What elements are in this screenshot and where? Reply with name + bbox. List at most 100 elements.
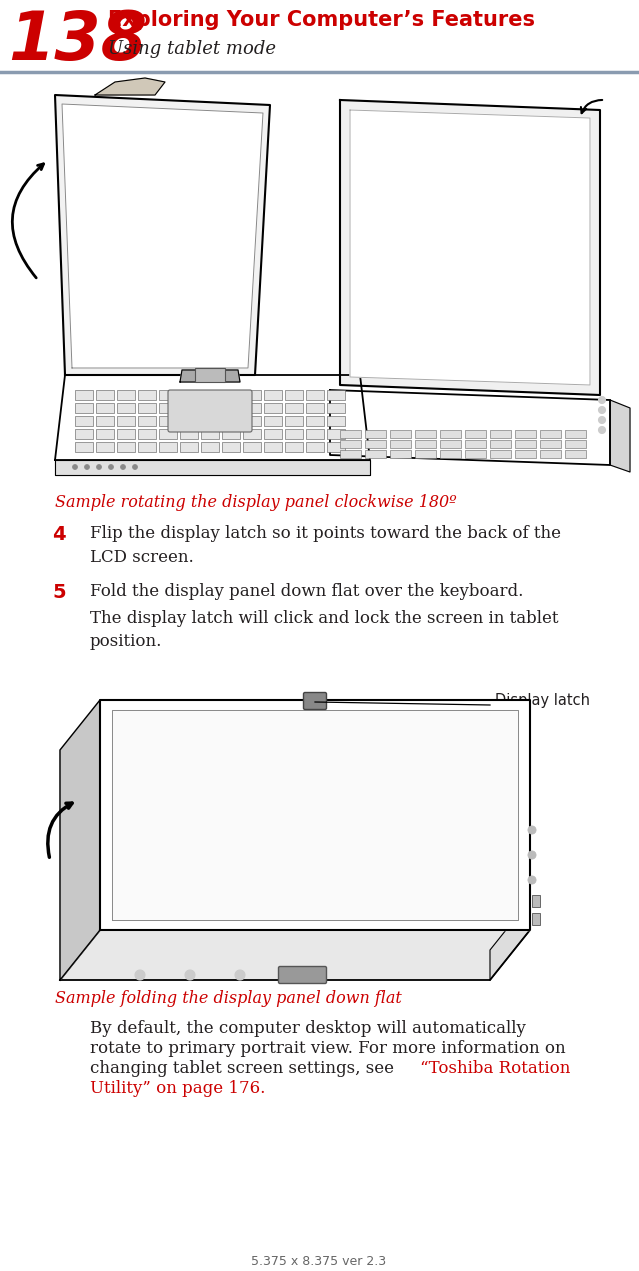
Bar [117,403,135,413]
Polygon shape [415,430,436,438]
Polygon shape [540,440,561,447]
Text: Using tablet mode: Using tablet mode [108,39,276,58]
Circle shape [599,397,606,403]
Circle shape [109,464,114,469]
Bar [117,442,135,452]
Bar [285,403,303,413]
Bar [138,442,156,452]
Polygon shape [180,370,240,383]
Bar [532,913,540,925]
Text: 138: 138 [8,8,147,74]
FancyBboxPatch shape [279,966,327,984]
Polygon shape [515,450,536,458]
Text: Exploring Your Computer’s Features: Exploring Your Computer’s Features [108,10,535,31]
Bar [222,390,240,400]
Bar [75,442,93,452]
Text: Flip the display latch so it points toward the back of the
LCD screen.: Flip the display latch so it points towa… [90,525,561,566]
Bar [117,430,135,438]
Polygon shape [55,460,370,475]
Bar [306,442,324,452]
Bar [327,390,345,400]
Bar [180,403,198,413]
Bar [222,403,240,413]
Text: Sample rotating the display panel clockwise 180º: Sample rotating the display panel clockw… [55,494,457,511]
Circle shape [132,464,137,469]
Bar [285,430,303,438]
Polygon shape [610,400,630,472]
Bar [222,442,240,452]
Text: By default, the computer desktop will automatically: By default, the computer desktop will au… [90,1021,526,1037]
Polygon shape [490,440,511,447]
Bar [306,416,324,426]
Polygon shape [340,100,600,395]
Text: Fold the display panel down flat over the keyboard.: Fold the display panel down flat over th… [90,583,523,600]
Bar [96,390,114,400]
Circle shape [599,427,606,433]
Polygon shape [465,430,486,438]
Bar [264,442,282,452]
Text: 5.375 x 8.375 ver 2.3: 5.375 x 8.375 ver 2.3 [251,1254,387,1268]
Text: rotate to primary portrait view. For more information on: rotate to primary portrait view. For mor… [90,1040,566,1057]
Polygon shape [365,440,386,447]
Bar [243,430,261,438]
Bar [75,430,93,438]
Polygon shape [330,390,610,465]
Bar [222,430,240,438]
Text: The display latch will click and lock the screen in tablet
position.: The display latch will click and lock th… [90,610,558,651]
Bar [75,390,93,400]
Circle shape [84,464,89,469]
Bar [75,403,93,413]
Polygon shape [440,440,461,447]
Polygon shape [440,430,461,438]
Bar [138,390,156,400]
Polygon shape [390,440,411,447]
Polygon shape [60,930,530,980]
Polygon shape [565,430,586,438]
Bar [96,403,114,413]
Text: changing tablet screen settings, see: changing tablet screen settings, see [90,1060,399,1077]
Bar [306,403,324,413]
Bar [180,430,198,438]
Polygon shape [490,450,511,458]
Polygon shape [55,95,270,375]
Bar [180,390,198,400]
Bar [264,430,282,438]
Bar [201,390,219,400]
Polygon shape [415,450,436,458]
Bar [532,895,540,907]
Polygon shape [465,450,486,458]
Circle shape [528,826,536,834]
Bar [159,390,177,400]
Bar [138,430,156,438]
Bar [201,442,219,452]
Bar [264,416,282,426]
Polygon shape [340,450,361,458]
Bar [159,403,177,413]
Polygon shape [350,111,590,385]
FancyBboxPatch shape [168,390,252,432]
Bar [138,416,156,426]
Polygon shape [112,710,518,920]
Bar [222,416,240,426]
Bar [201,430,219,438]
Circle shape [599,417,606,423]
Polygon shape [365,430,386,438]
Bar [159,416,177,426]
Polygon shape [60,700,100,980]
Polygon shape [340,430,361,438]
Polygon shape [565,440,586,447]
Polygon shape [565,450,586,458]
Bar [264,403,282,413]
Polygon shape [95,78,165,95]
Bar [96,442,114,452]
FancyBboxPatch shape [304,693,327,709]
Circle shape [185,970,195,980]
Bar [201,416,219,426]
Text: Utility” on page 176.: Utility” on page 176. [90,1080,265,1097]
Polygon shape [365,450,386,458]
Circle shape [96,464,102,469]
Polygon shape [490,430,511,438]
Polygon shape [515,440,536,447]
Polygon shape [490,900,530,980]
Circle shape [235,970,245,980]
